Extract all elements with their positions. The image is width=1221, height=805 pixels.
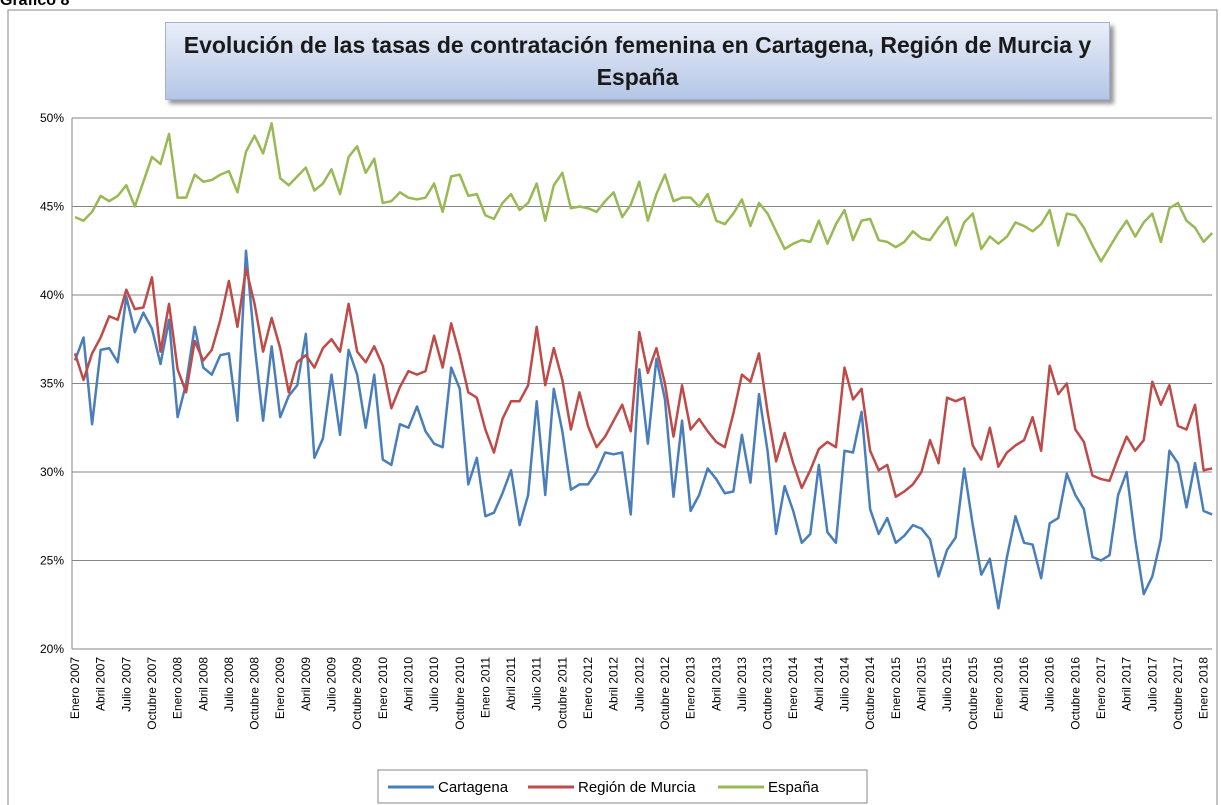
x-tick-label: Enero 2011 (478, 657, 492, 718)
x-tick-label: Enero 2015 (889, 657, 903, 719)
y-tick-label: 50% (40, 111, 64, 125)
x-tick-label: Abril 2008 (196, 657, 210, 711)
x-tick-label: Abril 2011 (504, 657, 518, 710)
x-tick-label: Octubre 2010 (453, 657, 467, 730)
x-tick-label: Abril 2017 (1120, 657, 1134, 711)
x-tick-label: Abril 2010 (401, 657, 415, 711)
y-tick-label: 25% (40, 554, 64, 568)
x-tick-label: Julio 2015 (940, 657, 954, 712)
x-tick-label: Abril 2007 (94, 657, 108, 711)
legend-label: Región de Murcia (578, 779, 696, 796)
x-tick-label: Octubre 2017 (1171, 657, 1185, 730)
chart-title: Evolución de las tasas de contratación f… (165, 22, 1110, 100)
x-tick-label: Enero 2009 (273, 657, 287, 719)
heading: Gráfico 8 (0, 0, 70, 9)
x-tick-label: Octubre 2016 (1068, 657, 1082, 730)
series-line (74, 122, 1214, 263)
y-tick-label: 20% (40, 642, 64, 656)
x-tick-label: Enero 2012 (581, 657, 595, 719)
y-tick-label: 35% (40, 377, 64, 391)
x-tick-label: Julio 2014 (838, 657, 852, 712)
x-tick-label: Abril 2009 (299, 657, 313, 711)
series-line (73, 249, 1213, 610)
x-tick-label: Enero 2013 (684, 657, 698, 719)
x-tick-label: Julio 2016 (1043, 657, 1057, 712)
x-tick-label: Julio 2008 (222, 657, 236, 712)
x-tick-label: Enero 2016 (991, 657, 1005, 719)
x-tick-label: Enero 2008 (171, 657, 185, 719)
series-line (73, 267, 1213, 499)
x-tick-label: Abril 2012 (607, 657, 621, 711)
x-tick-label: Octubre 2014 (863, 657, 877, 730)
x-tick-label: Octubre 2012 (658, 657, 672, 730)
x-tick-label: Julio 2011 (530, 657, 544, 711)
x-tick-label: Julio 2009 (325, 657, 339, 712)
x-tick-label: Julio 2013 (735, 657, 749, 712)
y-tick-label: 40% (40, 288, 64, 302)
x-tick-label: Julio 2007 (119, 657, 133, 712)
y-tick-label: 30% (40, 465, 64, 479)
chart-frame (7, 9, 1218, 805)
x-tick-label: Abril 2013 (709, 657, 723, 711)
x-tick-label: Octubre 2013 (761, 657, 775, 730)
legend-label: España (768, 779, 820, 796)
x-tick-label: Octubre 2015 (966, 657, 980, 730)
y-tick-label: 45% (40, 200, 64, 214)
x-tick-label: Octubre 2009 (350, 657, 364, 730)
x-tick-label: Abril 2014 (812, 657, 826, 711)
x-tick-label: Enero 2014 (786, 657, 800, 719)
legend-label: Cartagena (438, 779, 509, 796)
x-tick-label: Julio 2012 (632, 657, 646, 712)
legend-box (377, 769, 868, 804)
x-tick-label: Octubre 2008 (248, 657, 262, 730)
x-tick-label: Julio 2017 (1145, 657, 1159, 712)
x-tick-label: Enero 2017 (1094, 657, 1108, 719)
x-tick-label: Octubre 2007 (145, 657, 159, 730)
x-tick-label: Octubre 2011 (555, 657, 569, 729)
x-tick-label: Abril 2016 (1017, 657, 1031, 711)
x-tick-label: Enero 2007 (68, 657, 82, 719)
x-tick-label: Julio 2010 (427, 657, 441, 712)
x-tick-label: Enero 2018 (1197, 657, 1211, 719)
x-tick-label: Abril 2015 (914, 657, 928, 711)
x-tick-label: Enero 2010 (376, 657, 390, 719)
